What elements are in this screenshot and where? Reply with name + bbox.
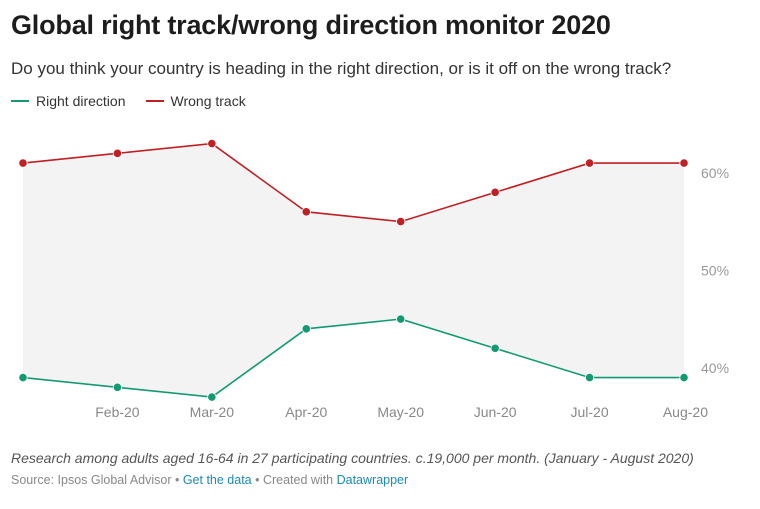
x-tick-label-mar-20: Mar-20 [190,404,235,420]
legend-item-wrong-track: Wrong track [145,93,246,109]
x-tick-label-aug-20: Aug-20 [663,404,708,420]
legend-label-right-direction: Right direction [36,93,126,109]
point-wrong-track-jan-20 [18,158,28,168]
point-wrong-track-apr-20 [301,207,311,217]
x-tick-label-jul-20: Jul-20 [571,404,609,420]
y-tick-label-60: 60% [701,165,729,181]
point-wrong-track-mar-20 [207,138,217,149]
point-wrong-track-may-20 [396,216,406,227]
series-line-right-direction [22,318,684,398]
legend: Right direction Wrong track [11,93,266,109]
point-right-direction-apr-20 [301,324,311,334]
point-wrong-track-aug-20 [679,158,689,168]
x-tick-label-may-20: May-20 [377,404,424,420]
series-line-wrong-track [22,142,684,223]
point-wrong-track-jul-20 [584,158,595,168]
chart-note: Research among adults aged 16-64 in 27 p… [11,450,694,466]
range-area [23,143,684,398]
datawrapper-link[interactable]: Datawrapper [336,473,409,487]
point-right-direction-jan-20 [18,372,28,383]
get-the-data-link[interactable]: Get the data [182,473,252,487]
chart-subtitle: Do you think your country is heading in … [11,59,672,78]
legend-swatch-right-direction [11,100,29,102]
y-tick-label-40: 40% [701,360,729,376]
point-right-direction-mar-20 [207,392,217,402]
point-right-direction-jun-20 [490,343,500,353]
legend-swatch-wrong-track [145,100,164,102]
point-right-direction-may-20 [396,314,406,324]
point-wrong-track-feb-20 [112,148,123,158]
point-right-direction-feb-20 [112,382,123,392]
chart-title: Global right track/wrong direction monit… [11,10,611,40]
x-tick-label-jun-20: Jun-20 [474,404,517,420]
point-wrong-track-jun-20 [490,187,500,197]
point-right-direction-jul-20 [584,372,595,383]
x-tick-label-apr-20: Apr-20 [285,404,327,420]
source-text: Source: Ipsos Global Advisor • [11,473,183,487]
point-right-direction-aug-20 [679,372,689,383]
source-line: Source: Ipsos Global Advisor • Get the d… [11,473,408,487]
legend-label-wrong-track: Wrong track [170,93,246,109]
legend-item-right-direction: Right direction [11,93,126,109]
created-with-text: • Created with [251,473,337,487]
x-tick-label-feb-20: Feb-20 [95,404,140,420]
y-tick-label-50: 50% [701,262,729,278]
